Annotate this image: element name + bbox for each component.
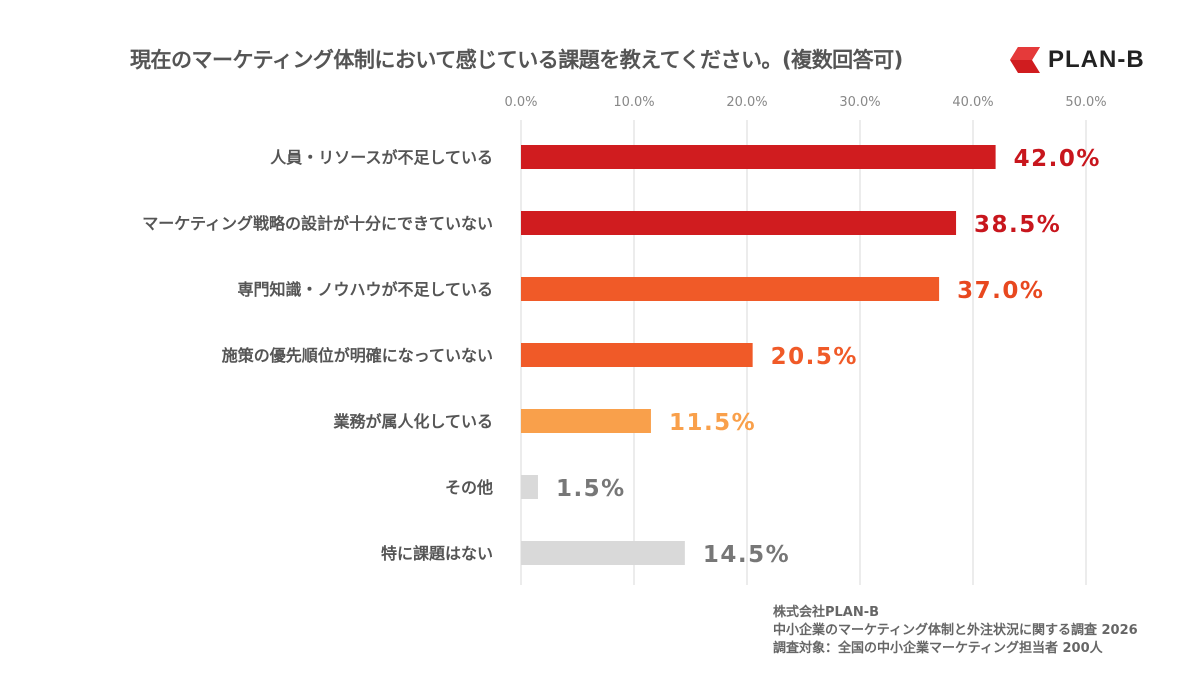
tick-label: 30.0%	[839, 95, 880, 110]
data-label: 38.5%	[974, 212, 1061, 238]
bar	[521, 277, 940, 301]
tick-label: 0.0%	[504, 95, 537, 110]
data-label: 1.5%	[556, 476, 626, 502]
bar	[521, 409, 651, 433]
logo-mark-icon	[1010, 47, 1040, 73]
bar	[521, 343, 753, 367]
category-label: 業務が属人化している	[332, 412, 493, 431]
logo: PLAN-B	[1010, 46, 1145, 74]
bar	[521, 211, 957, 235]
source-note: 株式会社PLAN-B 中小企業のマーケティング体制と外注状況に関する調査 202…	[773, 604, 1138, 658]
chart-title: 現在のマーケティング体制において感じている課題を教えてください。(複数回答可)	[130, 48, 903, 72]
category-label: その他	[445, 478, 493, 497]
bar	[521, 541, 685, 565]
category-label: マーケティング戦略の設計が十分にできていない	[142, 214, 493, 233]
data-label: 20.5%	[771, 344, 858, 370]
logo-text: PLAN-B	[1048, 46, 1145, 73]
source-line-3: 調査対象：全国の中小企業マーケティング担当者 200人	[773, 641, 1103, 656]
category-label: 特に課題はない	[381, 544, 493, 563]
data-label: 14.5%	[703, 542, 790, 568]
tick-label: 10.0%	[613, 95, 654, 110]
source-line-1: 株式会社PLAN-B	[773, 605, 880, 620]
data-label: 42.0%	[1014, 146, 1101, 172]
category-label: 人員・リソースが不足している	[270, 148, 493, 167]
tick-label: 50.0%	[1065, 95, 1106, 110]
data-label: 37.0%	[957, 278, 1044, 304]
data-label: 11.5%	[669, 410, 756, 436]
tick-label: 40.0%	[952, 95, 993, 110]
bar	[521, 475, 538, 499]
bar	[521, 145, 996, 169]
category-label: 専門知識・ノウハウが不足している	[237, 280, 493, 299]
source-line-2: 中小企業のマーケティング体制と外注状況に関する調査 2026	[773, 623, 1138, 638]
category-label: 施策の優先順位が明確になっていない	[222, 346, 493, 365]
tick-label: 20.0%	[726, 95, 767, 110]
